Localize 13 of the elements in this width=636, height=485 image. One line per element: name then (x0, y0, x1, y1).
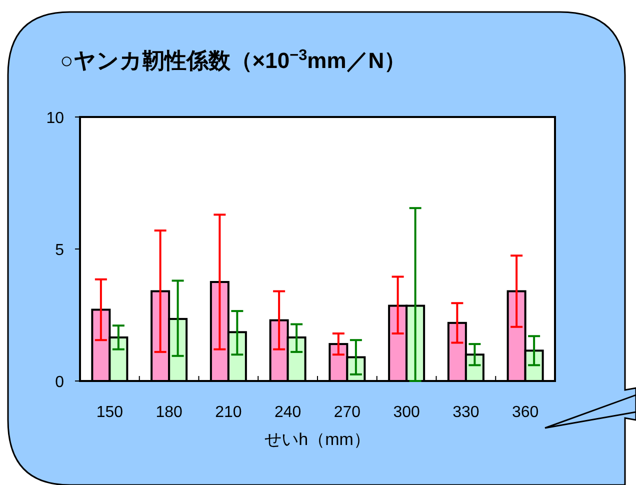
y-tick-label: 5 (55, 242, 64, 259)
x-tick-label: 330 (452, 404, 480, 421)
x-tick-label: 210 (215, 404, 242, 421)
x-tick-label: 270 (334, 404, 361, 421)
chart-title: ○ヤンカ靭性係数（×10$^{−3}$mm／N） (60, 46, 406, 73)
x-tick-label: 240 (274, 404, 302, 421)
x-tick-label: 300 (393, 404, 420, 421)
x-axis-title: せいh（mm） (264, 430, 370, 449)
x-tick-label: 180 (156, 404, 183, 421)
x-tick-label: 150 (96, 404, 124, 421)
y-tick-label: 10 (46, 110, 64, 127)
x-tick-label: 360 (512, 404, 539, 421)
y-tick-label: 0 (55, 374, 64, 391)
